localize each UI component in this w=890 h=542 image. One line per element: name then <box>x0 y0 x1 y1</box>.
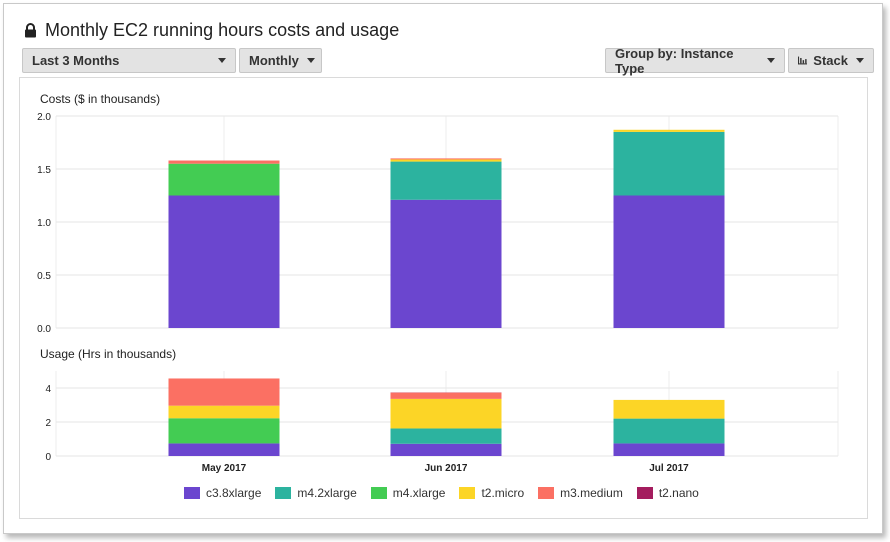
period-dropdown[interactable]: Monthly <box>239 48 322 73</box>
usage-chart: 0 2 4 <box>45 371 839 463</box>
cost-chart: 0.0 0.5 1.0 1.5 2.0 <box>37 112 839 335</box>
page-title: Monthly EC2 running hours costs and usag… <box>45 19 400 40</box>
stacked-bars-icon <box>798 56 808 65</box>
bar-segment <box>613 131 725 196</box>
legend-label: t2.micro <box>481 486 525 500</box>
bar-segment <box>168 378 280 406</box>
x-axis-labels: May 2017 Jun 2017 Jul 2017 <box>202 463 689 474</box>
legend-swatch <box>275 487 292 499</box>
chart-panel: Costs ($ in thousands) 0.0 0.5 1.0 1.5 2.0 U… <box>19 77 868 519</box>
bar-segment <box>613 443 725 456</box>
bar-segment <box>613 418 725 444</box>
bar-segment <box>390 158 502 160</box>
group-by-dropdown[interactable]: Group by: Instance Type <box>605 45 785 76</box>
legend-item[interactable]: t2.micro <box>459 486 524 500</box>
legend-label: m4.2xlarge <box>297 486 357 500</box>
caret-down-icon <box>856 58 864 63</box>
bar-segment <box>613 195 725 328</box>
legend-swatch <box>636 487 653 499</box>
stack-label: Stack <box>813 53 848 68</box>
date-range-dropdown[interactable]: Last 3 Months <box>22 48 236 73</box>
caret-down-icon <box>218 58 226 63</box>
title-row: Monthly EC2 running hours costs and usag… <box>24 18 399 42</box>
bar-segment <box>168 418 280 444</box>
y-tick-label: 1.5 <box>37 165 51 176</box>
legend-swatch <box>184 487 200 499</box>
y-tick-label: 4 <box>45 384 51 395</box>
bar-segment <box>613 399 725 419</box>
bar-segment <box>168 160 280 164</box>
y-tick-label: 0.5 <box>37 271 51 282</box>
bar-segment <box>168 443 280 456</box>
y-tick-label: 0.0 <box>37 324 51 335</box>
x-tick-label: Jun 2017 <box>425 463 468 474</box>
y-tick-label: 2 <box>45 418 51 429</box>
period-label: Monthly <box>249 53 299 68</box>
bar-segment <box>168 405 280 419</box>
caret-down-icon <box>767 58 775 63</box>
legend-label: m4.xlarge <box>392 486 446 500</box>
bar-segment <box>613 129 725 132</box>
legend-item[interactable]: c3.8xlarge <box>184 486 261 500</box>
lock-icon <box>25 22 36 37</box>
bar-segment <box>390 159 502 162</box>
legend-swatch <box>538 487 555 499</box>
bar-segment <box>168 163 280 196</box>
legend-item[interactable]: m3.medium <box>538 486 623 500</box>
bar-segment <box>390 443 502 456</box>
bar-segment <box>390 199 502 328</box>
legend-item[interactable]: m4.2xlarge <box>275 486 357 500</box>
caret-down-icon <box>306 58 315 63</box>
stack-dropdown[interactable]: Stack <box>788 48 874 73</box>
legend-label: t2.nano <box>658 486 699 500</box>
bar-segment <box>390 161 502 200</box>
x-tick-label: Jul 2017 <box>649 463 689 474</box>
bar-segment <box>390 392 502 399</box>
legend: c3.8xlarge m4.2xlarge m4.xlarge t2.micro m3.… <box>184 486 713 500</box>
bar-segment <box>390 398 502 429</box>
legend-label: m3.medium <box>560 486 623 500</box>
y-tick-label: 1.0 <box>37 218 51 229</box>
legend-item[interactable]: t2.nano <box>636 486 699 500</box>
charts-svg: Costs ($ in thousands) 0.0 0.5 1.0 1.5 2.0 U… <box>37 92 839 474</box>
legend-item[interactable]: m4.xlarge <box>370 486 446 500</box>
bar-segment <box>390 428 502 444</box>
group-by-label: Group by: Instance Type <box>615 45 734 76</box>
usage-chart-title: Usage (Hrs in thousands) <box>40 347 176 361</box>
y-tick-label: 0 <box>45 452 51 463</box>
cost-chart-title: Costs ($ in thousands) <box>40 92 160 106</box>
y-tick-label: 2.0 <box>37 112 51 123</box>
legend-swatch <box>370 487 387 499</box>
date-range-label: Last 3 Months <box>32 53 120 68</box>
legend-label: c3.8xlarge <box>206 486 262 500</box>
legend-swatch <box>459 487 476 499</box>
x-tick-label: May 2017 <box>202 463 247 474</box>
bar-segment <box>168 195 280 328</box>
